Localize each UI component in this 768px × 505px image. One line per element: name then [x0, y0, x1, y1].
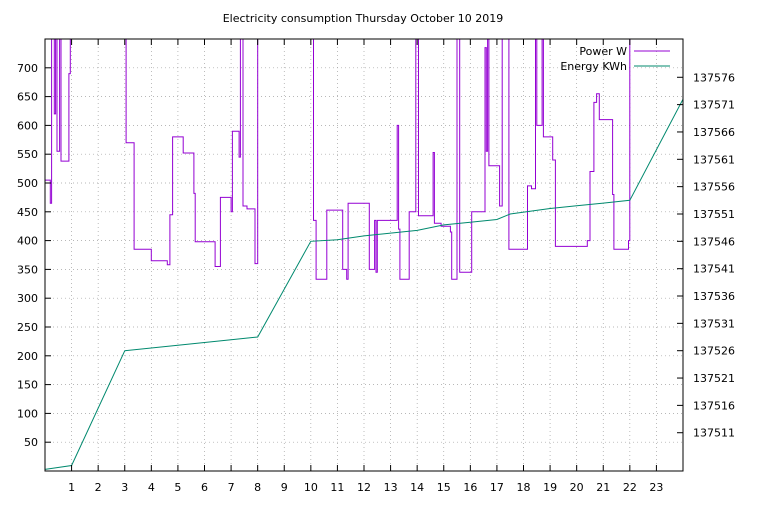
x-tick-label: 22 — [623, 481, 637, 494]
y-left-tick-label: 200 — [17, 350, 38, 363]
y-left-tick-label: 700 — [17, 62, 38, 75]
y-left-tick-label: 300 — [17, 292, 38, 305]
y-right-tick-label: 137576 — [693, 71, 735, 84]
x-tick-label: 16 — [463, 481, 477, 494]
y-left-tick-label: 650 — [17, 91, 38, 104]
x-tick-label: 20 — [570, 481, 584, 494]
x-tick-label: 23 — [649, 481, 663, 494]
x-tick-label: 13 — [384, 481, 398, 494]
x-tick-label: 21 — [596, 481, 610, 494]
y-right-tick-label: 137511 — [693, 427, 735, 440]
x-tick-label: 7 — [228, 481, 235, 494]
x-tick-label: 12 — [357, 481, 371, 494]
y-left-tick-label: 100 — [17, 407, 38, 420]
y-left-tick-label: 250 — [17, 321, 38, 334]
y-left-tick-label: 350 — [17, 263, 38, 276]
y-left-tick-label: 50 — [24, 436, 38, 449]
legend-label-energy-kwh: Energy KWh — [560, 60, 627, 73]
y-right-tick-label: 137526 — [693, 345, 735, 358]
chart-title: Electricity consumption Thursday October… — [223, 12, 504, 25]
y-left-tick-label: 500 — [17, 177, 38, 190]
x-tick-label: 18 — [517, 481, 531, 494]
x-tick-label: 4 — [148, 481, 155, 494]
y-left-tick-label: 600 — [17, 119, 38, 132]
y-right-tick-label: 137541 — [693, 263, 735, 276]
y-right-tick-label: 137571 — [693, 99, 735, 112]
x-tick-label: 5 — [174, 481, 181, 494]
y-left-tick-label: 400 — [17, 235, 38, 248]
x-tick-label: 9 — [281, 481, 288, 494]
x-tick-label: 6 — [201, 481, 208, 494]
y-right-tick-label: 137556 — [693, 181, 735, 194]
x-tick-label: 1 — [68, 481, 75, 494]
x-tick-label: 14 — [410, 481, 424, 494]
y-right-tick-label: 137516 — [693, 399, 735, 412]
y-right-tick-label: 137551 — [693, 208, 735, 221]
y-right-tick-label: 137521 — [693, 372, 735, 385]
y-left-tick-label: 550 — [17, 148, 38, 161]
y-right-tick-label: 137546 — [693, 235, 735, 248]
y-left-tick-label: 150 — [17, 379, 38, 392]
series-line-power-w — [45, 39, 632, 280]
legend: Power W Energy KWh — [560, 45, 670, 73]
x-tick-label: 2 — [95, 481, 102, 494]
x-tick-label: 8 — [254, 481, 261, 494]
grid-lines — [45, 39, 683, 471]
axis-ticks: 1 2 3 4 5 6 7 8 9 10 11 12 13 14 15 16 17 18 19 20 21 22 23501… — [17, 39, 735, 494]
series-line-energy-kwh — [45, 98, 683, 470]
series-layer — [45, 39, 683, 470]
x-tick-label: 11 — [330, 481, 344, 494]
legend-label-power-w: Power W — [579, 45, 627, 58]
y-right-tick-label: 137566 — [693, 126, 735, 139]
y-right-tick-label: 137561 — [693, 153, 735, 166]
y-right-tick-label: 137531 — [693, 317, 735, 330]
x-tick-label: 3 — [121, 481, 128, 494]
x-tick-label: 17 — [490, 481, 504, 494]
x-tick-label: 19 — [543, 481, 557, 494]
x-tick-label: 15 — [437, 481, 451, 494]
y-left-tick-label: 450 — [17, 206, 38, 219]
x-tick-label: 10 — [304, 481, 318, 494]
y-right-tick-label: 137536 — [693, 290, 735, 303]
